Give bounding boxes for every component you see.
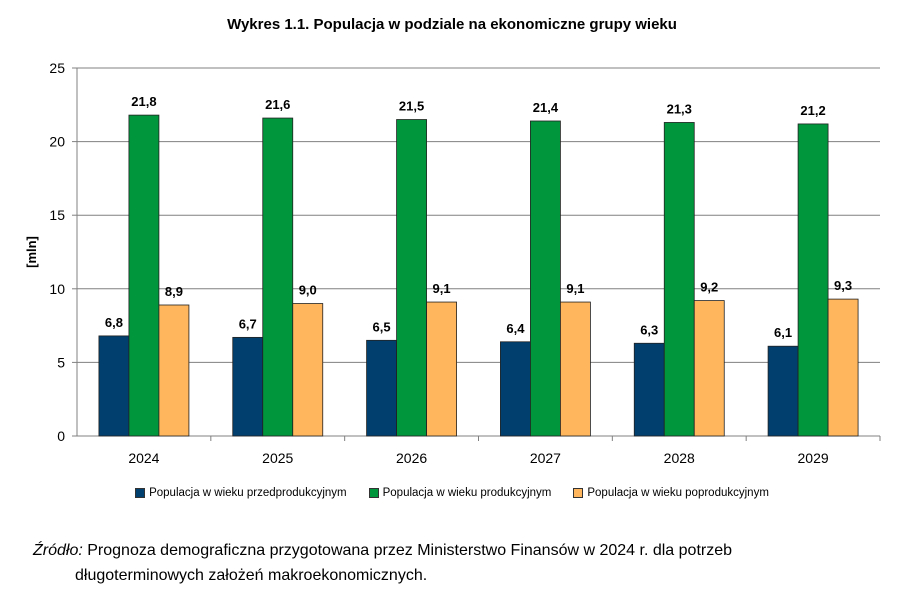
bar	[98, 335, 130, 437]
legend-label-przedprodukcyjny: Populacja w wieku przedprodukcyjnym	[149, 487, 347, 499]
bar	[128, 114, 160, 437]
legend-item-produkcyjny: Populacja w wieku produkcyjnym	[368, 487, 552, 499]
bar	[232, 336, 264, 437]
data-label: 6,7	[239, 316, 257, 331]
data-label: 9,1	[433, 281, 451, 296]
data-label: 21,4	[533, 100, 559, 115]
source-note: Źródło: Prognoza demograficzna przygotow…	[33, 538, 732, 588]
legend-swatch-poprodukcyjny	[573, 488, 584, 498]
bar-chart: 0510152025[mln]20246,821,88,920256,721,6…	[24, 60, 881, 466]
y-tick-label: 0	[57, 428, 65, 444]
bar	[663, 122, 695, 437]
legend-item-przedprodukcyjny: Populacja w wieku przedprodukcyjnym	[135, 487, 347, 499]
bar	[426, 301, 457, 437]
data-label: 6,1	[774, 325, 792, 340]
bar	[292, 303, 324, 437]
y-tick-label: 25	[49, 60, 65, 76]
data-label: 6,8	[105, 315, 123, 330]
data-label: 9,3	[834, 278, 852, 293]
data-label: 21,8	[131, 94, 156, 109]
data-label: 9,0	[299, 283, 317, 298]
bar	[396, 119, 427, 437]
data-label: 6,5	[373, 319, 391, 334]
x-tick-label: 2026	[396, 450, 427, 466]
x-tick-label: 2029	[798, 450, 829, 466]
y-tick-label: 10	[49, 281, 65, 297]
legend-label-poprodukcyjny: Populacja w wieku poprodukcyjnym	[587, 487, 769, 499]
bar	[158, 304, 190, 437]
data-label: 9,1	[566, 281, 584, 296]
data-label: 21,6	[265, 97, 290, 112]
y-tick-label: 20	[49, 134, 65, 150]
data-label: 21,5	[399, 99, 424, 114]
data-label: 6,4	[506, 321, 525, 336]
source-text-line1: Prognoza demograficzna przygotowana prze…	[82, 542, 733, 559]
bar	[827, 298, 859, 437]
bar	[262, 117, 294, 437]
y-axis-label: [mln]	[24, 236, 39, 268]
y-tick-label: 15	[49, 207, 65, 223]
x-tick-label: 2024	[128, 450, 159, 466]
x-tick-label: 2025	[262, 450, 293, 466]
data-label: 8,9	[165, 284, 183, 299]
data-label: 6,3	[640, 322, 658, 337]
legend: Populacja w wieku przedprodukcyjnym Popu…	[0, 487, 904, 499]
legend-label-produkcyjny: Populacja w wieku produkcyjnym	[382, 487, 552, 499]
data-label: 9,2	[700, 280, 718, 295]
source-label: Źródło:	[33, 542, 83, 559]
legend-swatch-produkcyjny	[368, 488, 379, 498]
bar	[797, 123, 829, 437]
chart-title: Wykres 1.1. Populacja w podziale na ekon…	[227, 16, 677, 33]
bar	[693, 300, 725, 437]
x-tick-label: 2028	[664, 450, 695, 466]
y-tick-label: 5	[57, 354, 65, 370]
bar	[767, 345, 799, 437]
x-tick-label: 2027	[530, 450, 561, 466]
data-label: 21,3	[667, 101, 692, 116]
legend-item-poprodukcyjny: Populacja w wieku poprodukcyjnym	[573, 487, 769, 499]
bar	[530, 120, 561, 437]
data-label: 21,2	[800, 103, 825, 118]
bar	[633, 342, 665, 437]
bar	[366, 339, 397, 437]
legend-swatch-przedprodukcyjny	[135, 488, 146, 498]
bar	[560, 301, 591, 437]
bar	[500, 341, 531, 437]
source-text-line2: długoterminowych założeń makroekonomiczn…	[75, 567, 428, 584]
